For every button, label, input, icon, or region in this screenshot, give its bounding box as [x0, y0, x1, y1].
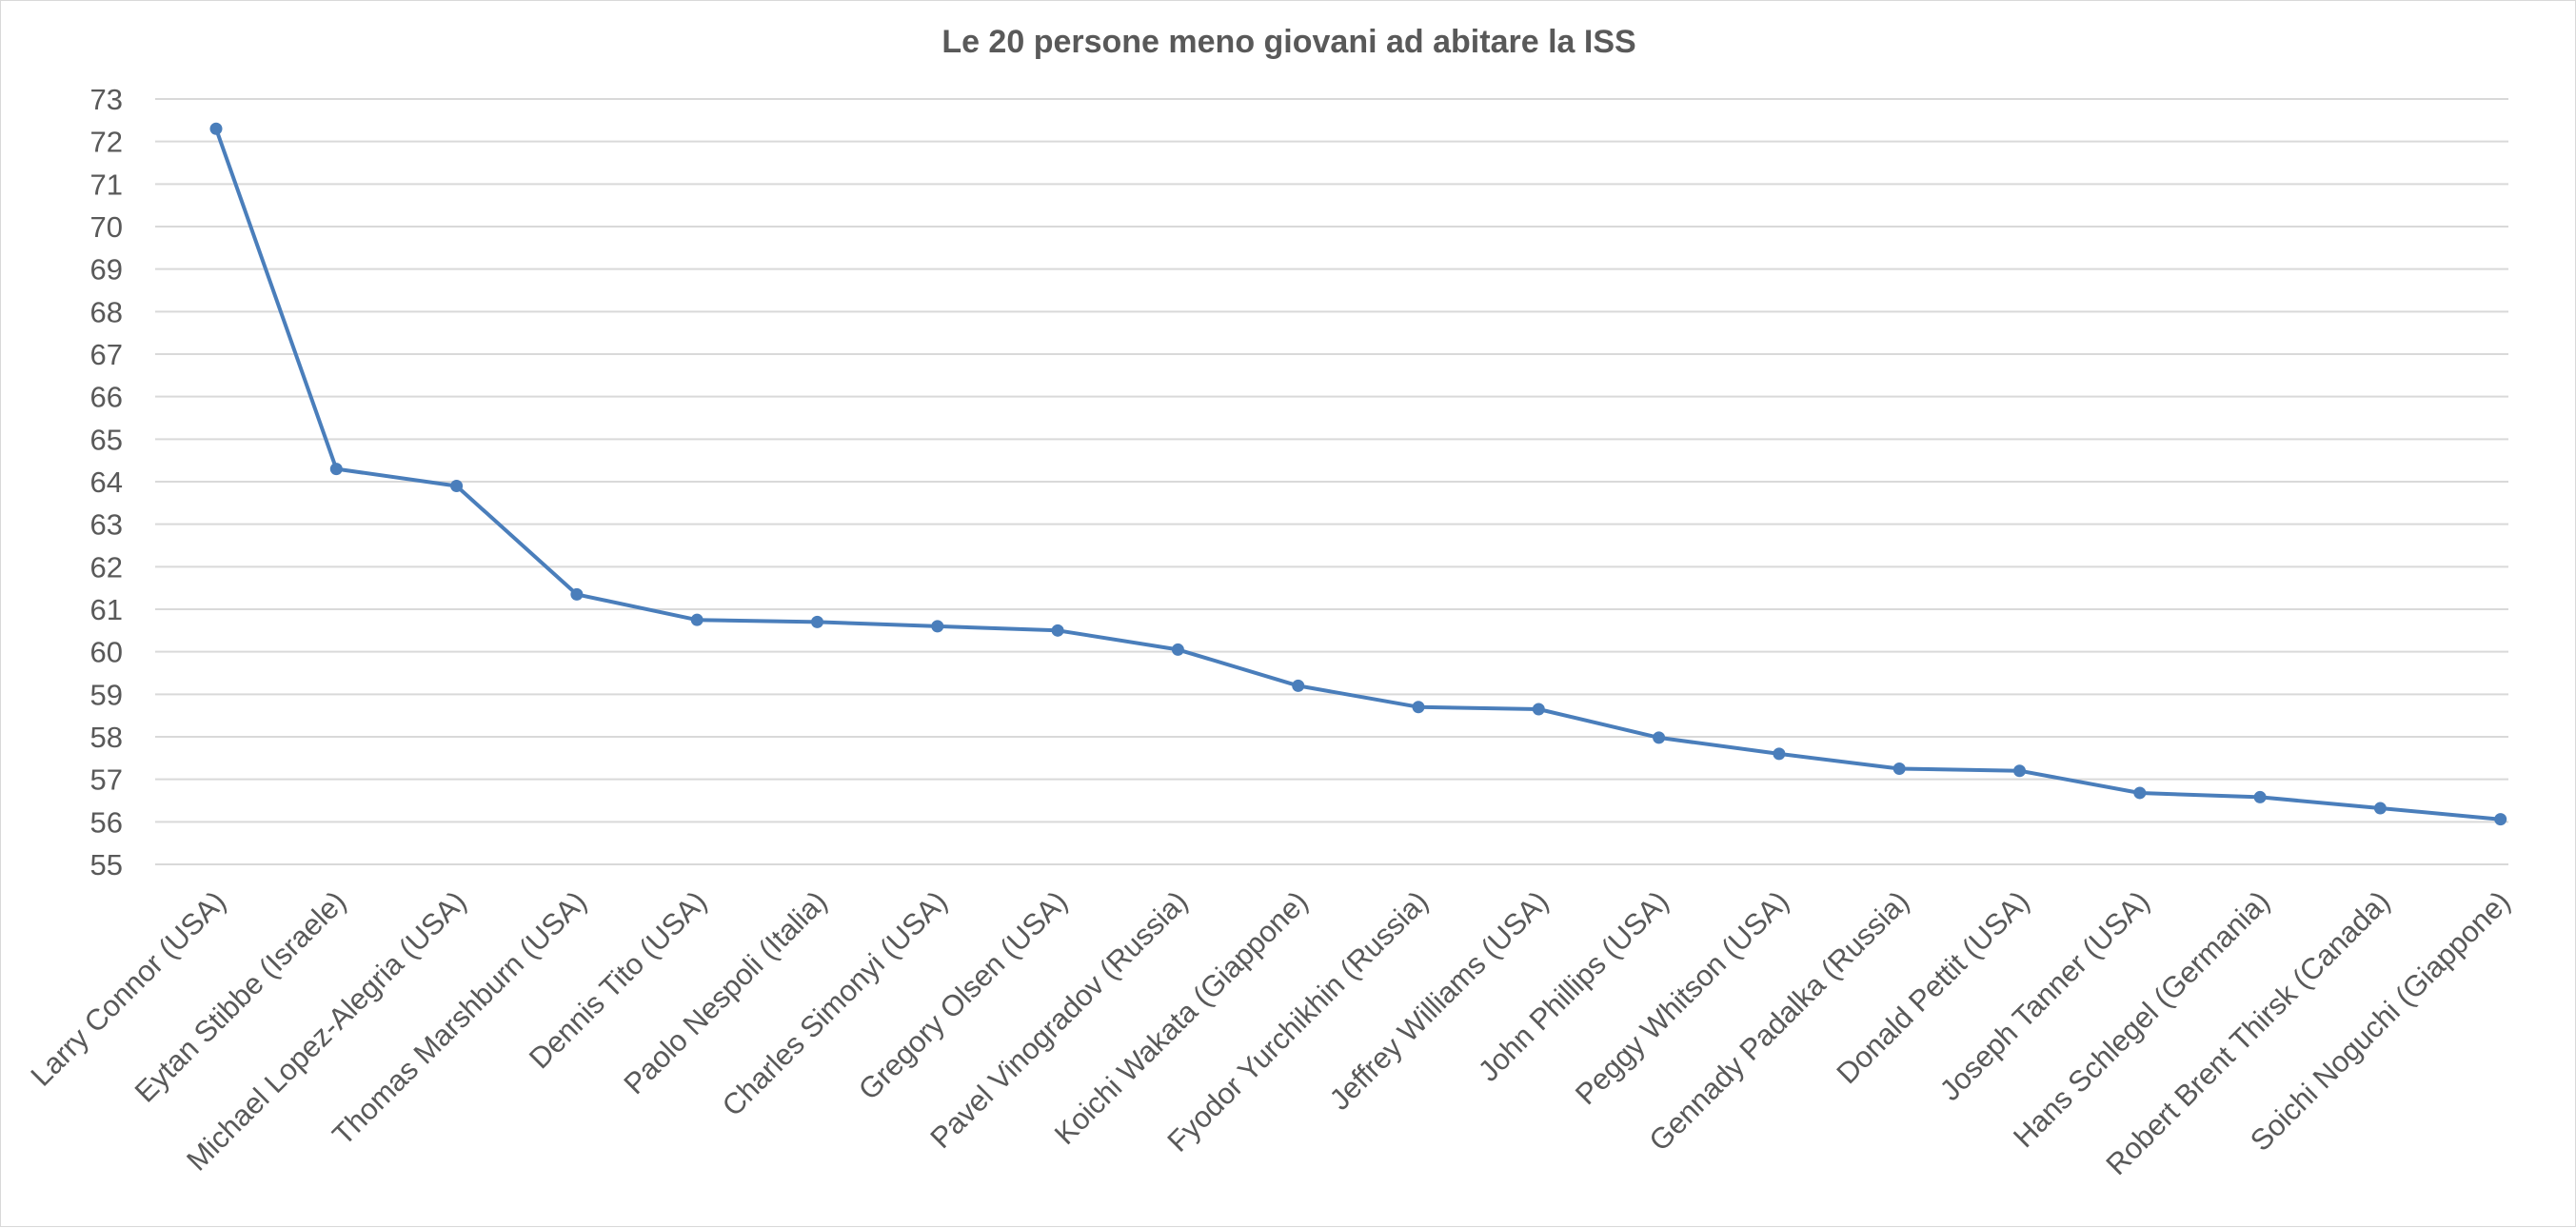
- data-point: [570, 587, 584, 601]
- y-tick-label: 58: [90, 721, 123, 754]
- y-tick-label: 69: [90, 253, 123, 287]
- data-point: [2373, 802, 2387, 815]
- data-point: [1051, 624, 1064, 637]
- y-tick-label: 60: [90, 636, 123, 669]
- y-axis-ticks: 55 56 57 58 59 60 61 62 63 64 65 66 67 68 69 70 71 72 73: [90, 83, 123, 881]
- y-tick-label: 55: [90, 848, 123, 881]
- x-tick-label: Soichi Noguchi (Giappone): [2244, 884, 2517, 1158]
- y-tick-label: 72: [90, 126, 123, 159]
- data-point: [811, 615, 823, 628]
- y-tick-label: 63: [90, 508, 123, 542]
- data-point: [2253, 790, 2267, 803]
- y-tick-label: 62: [90, 550, 123, 584]
- y-tick-label: 67: [90, 338, 123, 371]
- x-tick-label: Gregory Olsen (USA): [852, 884, 1074, 1106]
- y-tick-label: 71: [90, 168, 123, 201]
- x-tick-label: Peggy Whitson (USA): [1569, 884, 1795, 1111]
- y-tick-label: 59: [90, 678, 123, 711]
- x-tick-label: Eytan Stibbe (Israele): [129, 884, 353, 1109]
- y-tick-label: 57: [90, 763, 123, 797]
- gridlines: [155, 98, 2508, 865]
- x-tick-label: Pavel Vinogradov (Russia): [923, 884, 1194, 1155]
- y-tick-label: 70: [90, 210, 123, 244]
- y-tick-label: 56: [90, 805, 123, 839]
- x-tick-label: Larry Connor (USA): [25, 884, 232, 1092]
- y-tick-label: 61: [90, 593, 123, 626]
- y-tick-label: 65: [90, 423, 123, 456]
- chart-title: Le 20 persone meno giovani ad abitare la…: [941, 24, 1635, 60]
- data-point: [329, 463, 343, 476]
- data-point: [1892, 763, 1906, 775]
- x-tick-label: Charles Simonyi (USA): [716, 884, 954, 1122]
- x-tick-label: Joseph Tanner (USA): [1933, 884, 2156, 1107]
- y-tick-label: 66: [90, 381, 123, 414]
- data-point: [2494, 813, 2507, 826]
- series-line: [214, 128, 2501, 822]
- x-tick-label: Koichi Wakata (Giappone): [1048, 884, 1315, 1151]
- data-point: [1412, 701, 1425, 714]
- data-point: [931, 620, 944, 633]
- data-point: [450, 479, 464, 492]
- data-point: [1773, 747, 1786, 761]
- data-point: [1653, 731, 1666, 744]
- x-tick-label: Thomas Marshburn (USA): [326, 884, 593, 1152]
- data-point: [1532, 703, 1545, 716]
- x-tick-label: Paolo Nespoli (Italia): [617, 884, 833, 1100]
- x-tick-label: Hans Schlegel (Germania): [2007, 884, 2276, 1154]
- y-tick-label: 68: [90, 295, 123, 328]
- x-tick-label: Jeffrey Williams (USA): [1323, 884, 1556, 1117]
- data-point: [209, 122, 223, 135]
- data-point: [1292, 679, 1305, 692]
- series: [209, 122, 2507, 826]
- x-axis-ticks: Larry Connor (USA)Eytan Stibbe (Israele)…: [25, 884, 2517, 1181]
- data-point: [2133, 786, 2147, 800]
- data-point: [2013, 764, 2026, 778]
- data-point: [690, 613, 703, 626]
- data-point: [1171, 643, 1184, 656]
- y-tick-label: 73: [90, 83, 123, 116]
- y-tick-label: 64: [90, 465, 123, 499]
